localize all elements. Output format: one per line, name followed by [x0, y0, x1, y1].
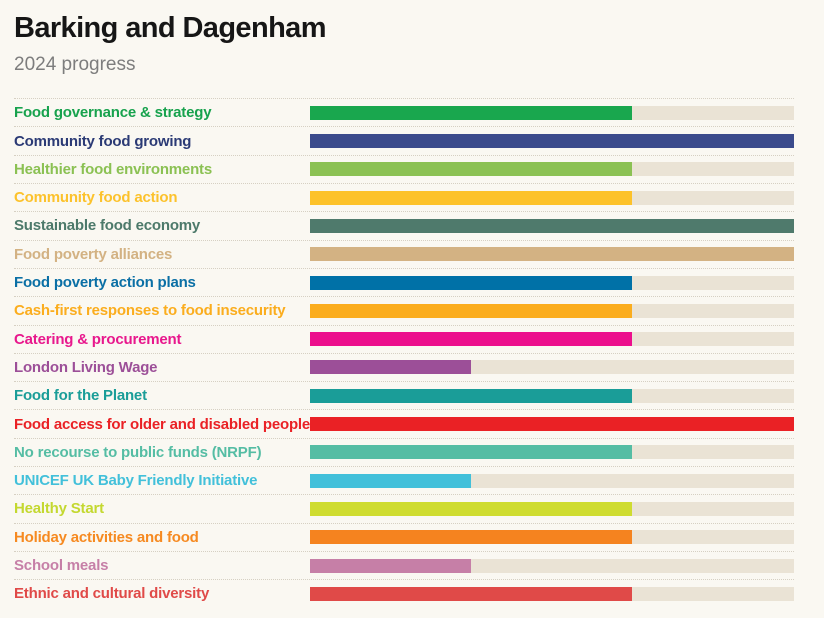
progress-track — [310, 247, 794, 262]
progress-row: No recourse to public funds (NRPF) — [14, 437, 794, 466]
row-label: Cash-first responses to food insecurity — [14, 302, 286, 320]
progress-row: Healthy Start — [14, 494, 794, 522]
progress-row: Sustainable food economy — [14, 211, 794, 239]
progress-fill — [310, 275, 633, 290]
progress-fill — [310, 218, 794, 233]
row-label: Food poverty action plans — [14, 274, 196, 292]
row-label: No recourse to public funds (NRPF) — [14, 443, 262, 461]
progress-row: Ethnic and cultural diversity — [14, 579, 794, 607]
progress-track — [310, 275, 794, 290]
row-label: Community food action — [14, 189, 178, 207]
row-label: Community food growing — [14, 132, 192, 150]
progress-row: Food poverty action plans — [14, 267, 794, 296]
progress-track — [310, 473, 794, 488]
row-label: UNICEF UK Baby Friendly Initiative — [14, 472, 258, 490]
progress-row: London Living Wage — [14, 352, 794, 381]
row-label: Food for the Planet — [14, 387, 147, 405]
page-title: Barking and Dagenham — [14, 12, 327, 44]
row-label: Food poverty alliances — [14, 245, 173, 263]
progress-track — [310, 190, 794, 205]
row-label: Healthier food environments — [14, 160, 212, 178]
progress-fill — [310, 586, 633, 601]
progress-fill — [310, 190, 633, 205]
progress-track — [310, 558, 794, 573]
progress-fill — [310, 247, 794, 262]
progress-row: Community food action — [14, 183, 794, 211]
row-label: Food access for older and disabled peopl… — [14, 415, 310, 433]
progress-fill — [310, 162, 633, 177]
progress-track — [310, 501, 794, 516]
row-label: Holiday activities and food — [14, 528, 199, 546]
progress-track — [310, 360, 794, 375]
progress-track — [310, 388, 794, 403]
progress-row: Catering & procurement — [14, 324, 794, 353]
progress-track — [310, 105, 794, 120]
progress-fill — [310, 417, 794, 432]
progress-track — [310, 218, 794, 233]
progress-track — [310, 134, 794, 149]
progress-row: Food for the Planet — [14, 381, 794, 409]
progress-fill — [310, 332, 633, 347]
progress-row: Food access for older and disabled peopl… — [14, 409, 794, 437]
progress-fill — [310, 303, 633, 318]
row-label: School meals — [14, 557, 109, 575]
progress-row: Food governance & strategy — [14, 98, 794, 126]
progress-fill — [310, 360, 472, 375]
progress-row: Holiday activities and food — [14, 522, 794, 551]
progress-fill — [310, 388, 633, 403]
row-label: Catering & procurement — [14, 330, 182, 348]
progress-fill — [310, 134, 794, 149]
progress-fill — [310, 473, 472, 488]
progress-track — [310, 417, 794, 432]
progress-track — [310, 303, 794, 318]
progress-track — [310, 530, 794, 545]
progress-fill — [310, 558, 472, 573]
progress-fill — [310, 105, 633, 120]
progress-track — [310, 332, 794, 347]
progress-row: Cash-first responses to food insecurity — [14, 296, 794, 324]
progress-row: Healthier food environments — [14, 154, 794, 183]
progress-fill — [310, 501, 633, 516]
progress-track — [310, 445, 794, 460]
progress-fill — [310, 445, 633, 460]
row-label: Ethnic and cultural diversity — [14, 585, 210, 603]
progress-fill — [310, 530, 633, 545]
progress-row: Community food growing — [14, 126, 794, 154]
page-subtitle: 2024 progress — [14, 54, 136, 76]
progress-track — [310, 586, 794, 601]
progress-row: School meals — [14, 550, 794, 579]
progress-bar-list: Food governance & strategy Community food… — [14, 98, 794, 607]
row-label: Sustainable food economy — [14, 217, 201, 235]
row-label: London Living Wage — [14, 358, 158, 376]
row-label: Food governance & strategy — [14, 104, 212, 122]
progress-row: Food poverty alliances — [14, 239, 794, 268]
progress-row: UNICEF UK Baby Friendly Initiative — [14, 466, 794, 494]
row-label: Healthy Start — [14, 500, 104, 518]
progress-track — [310, 162, 794, 177]
